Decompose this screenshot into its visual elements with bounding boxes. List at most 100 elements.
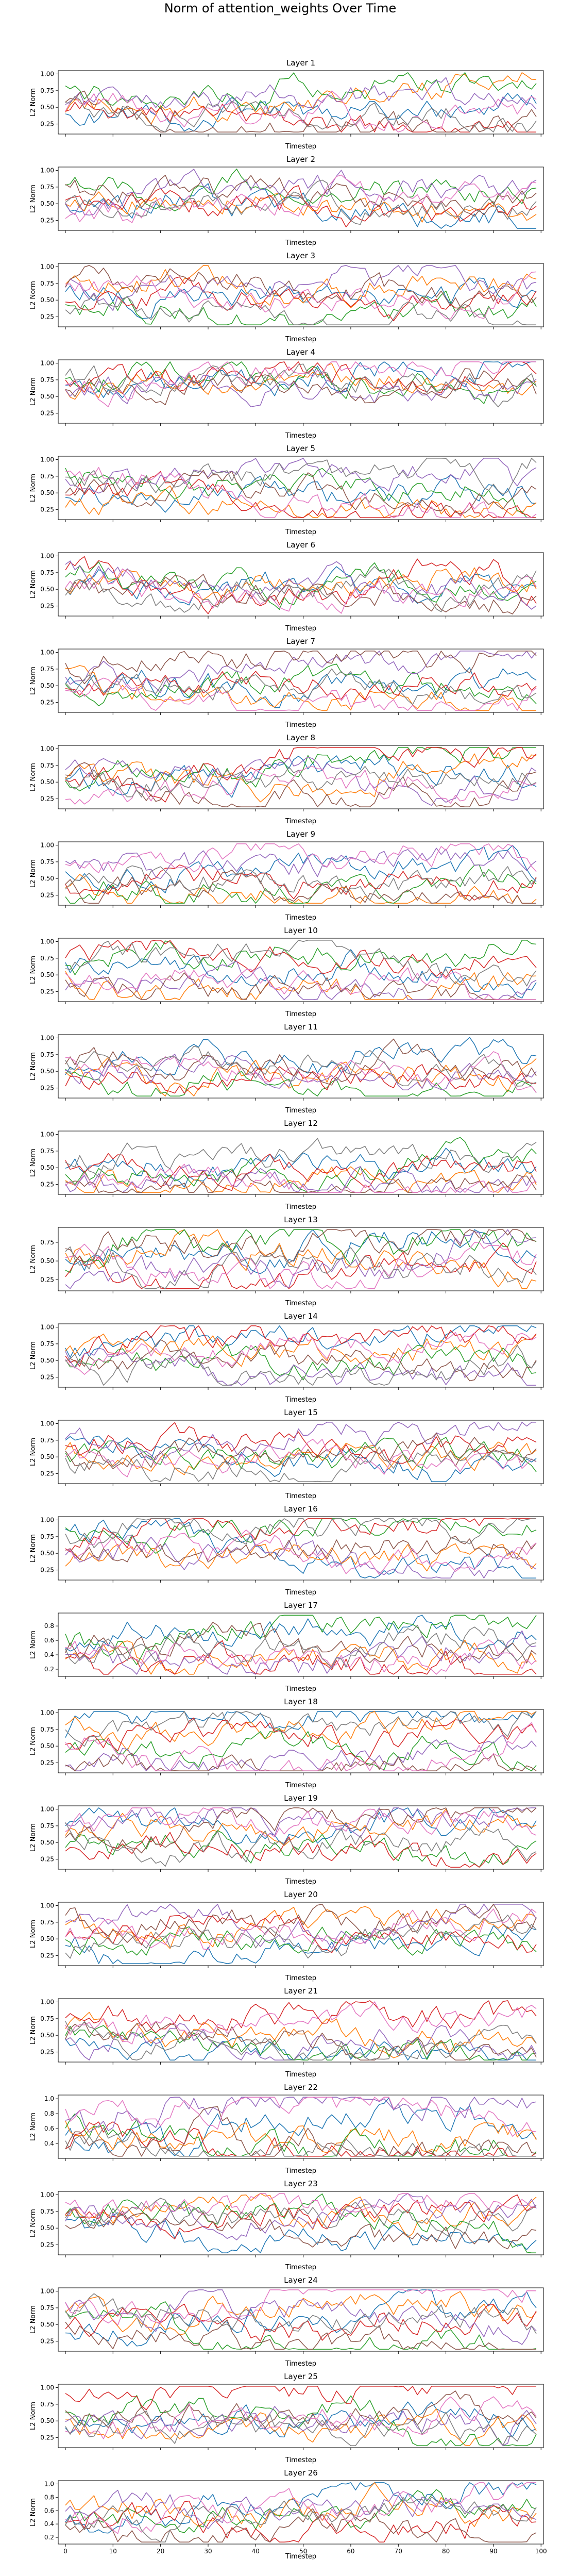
series-line-6 <box>65 574 537 614</box>
axes-frame <box>58 2095 544 2159</box>
y-tick-label: 0.75 <box>40 473 54 480</box>
y-tick-label: 0.2 <box>44 1666 54 1673</box>
series-line-4 <box>65 361 537 393</box>
series-line-7 <box>65 1051 537 1093</box>
y-tick-label: 0.25 <box>40 2434 54 2441</box>
axes-frame <box>58 649 544 713</box>
series-line-3 <box>65 561 537 610</box>
series-line-4 <box>65 1242 537 1289</box>
series-line-4 <box>65 1518 536 1553</box>
series-line-7 <box>65 1241 537 1289</box>
x-axis-label: Timestep <box>285 2264 316 2271</box>
series-line-2 <box>65 1808 537 1846</box>
series-line-1 <box>65 2401 537 2438</box>
y-tick-label: 0.50 <box>40 1068 54 1075</box>
figure-title: Norm of attention_weights Over Time <box>164 1 396 15</box>
series-line-3 <box>65 290 537 325</box>
x-tick-label: 0 <box>63 2548 67 2555</box>
series-line-8 <box>65 1624 537 1669</box>
series-line-7 <box>65 1530 537 1575</box>
series-line-6 <box>65 1807 537 1854</box>
axes-frame <box>58 2384 544 2448</box>
series-line-5 <box>65 1054 537 1090</box>
series-line-3 <box>65 1518 537 1554</box>
y-tick-label: 1.00 <box>40 1131 54 1138</box>
series-line-6 <box>65 651 537 685</box>
subplot-title: Layer 24 <box>284 2275 318 2285</box>
series-line-6 <box>65 1038 537 1086</box>
series-line-6 <box>65 1170 537 1193</box>
x-axis-label: Timestep <box>285 914 316 922</box>
series-line-1 <box>65 1925 537 1964</box>
y-tick-label: 0.25 <box>40 1470 54 1477</box>
subplot-title: Layer 3 <box>286 251 315 260</box>
y-axis-label: L2 Norm <box>29 281 37 309</box>
y-tick-label: 0.75 <box>40 1148 54 1155</box>
y-tick-label: 0.75 <box>40 762 54 769</box>
axes-frame <box>58 1323 544 1388</box>
y-tick-label: 1.00 <box>40 1323 54 1331</box>
y-tick-label: 0.4 <box>44 1651 54 1658</box>
series-line-3 <box>65 940 537 975</box>
series-line-7 <box>65 843 537 873</box>
y-tick-label: 0.50 <box>40 586 54 593</box>
x-tick-label: 60 <box>347 2548 354 2555</box>
series-line-5 <box>65 1229 537 1289</box>
series-line-4 <box>65 1325 537 1367</box>
y-axis-label: L2 Norm <box>29 2498 37 2527</box>
y-tick-label: 0.8 <box>44 2110 54 2117</box>
y-axis-label: L2 Norm <box>29 1052 37 1081</box>
y-tick-label: 0.75 <box>40 1919 54 1926</box>
series-line-8 <box>65 1245 537 1289</box>
y-tick-label: 1.00 <box>40 745 54 752</box>
series-line-4 <box>65 1717 537 1764</box>
series-line-7 <box>65 174 537 223</box>
y-tick-label: 0.75 <box>40 1340 54 1348</box>
x-tick-label: 70 <box>395 2548 402 2555</box>
x-axis-label: Timestep <box>285 1203 316 1211</box>
series-line-6 <box>65 470 537 514</box>
y-tick-label: 0.75 <box>40 2304 54 2312</box>
axes-frame <box>58 2191 544 2255</box>
series-line-7 <box>65 677 537 711</box>
y-axis-label: L2 Norm <box>29 667 37 695</box>
series-line-6 <box>65 265 537 307</box>
series-line-1 <box>65 277 537 319</box>
y-axis-label: L2 Norm <box>29 1149 37 1177</box>
series-line-3 <box>65 1343 537 1381</box>
series-line-3 <box>65 2025 537 2060</box>
axes-frame <box>58 552 544 617</box>
y-tick-label: 0.50 <box>40 1550 54 1557</box>
x-tick-label: 40 <box>252 2548 260 2555</box>
y-tick-label: 0.6 <box>44 2125 54 2132</box>
x-axis-label: Timestep <box>285 1492 316 1500</box>
y-axis-label: L2 Norm <box>29 859 37 888</box>
series-line-8 <box>65 668 537 705</box>
y-tick-label: 1.00 <box>40 2287 54 2295</box>
y-axis-label: L2 Norm <box>29 1823 37 1852</box>
y-tick-label: 0.25 <box>40 410 54 417</box>
subplot-title: Layer 21 <box>284 1986 318 1996</box>
y-tick-label: 0.50 <box>40 1742 54 1750</box>
series-line-6 <box>65 1904 537 1943</box>
y-tick-label: 0.25 <box>40 1085 54 1092</box>
series-line-6 <box>65 869 536 904</box>
series-line-8 <box>65 566 537 613</box>
x-axis-label: Timestep <box>285 1974 316 1982</box>
series-line-3 <box>65 2113 537 2157</box>
series-line-4 <box>65 1640 537 1675</box>
x-axis-label: Timestep <box>285 818 316 825</box>
series-line-3 <box>65 1069 537 1096</box>
series-line-5 <box>65 169 537 216</box>
series-line-1 <box>65 1229 537 1274</box>
x-axis-label: Timestep <box>285 1685 316 1693</box>
